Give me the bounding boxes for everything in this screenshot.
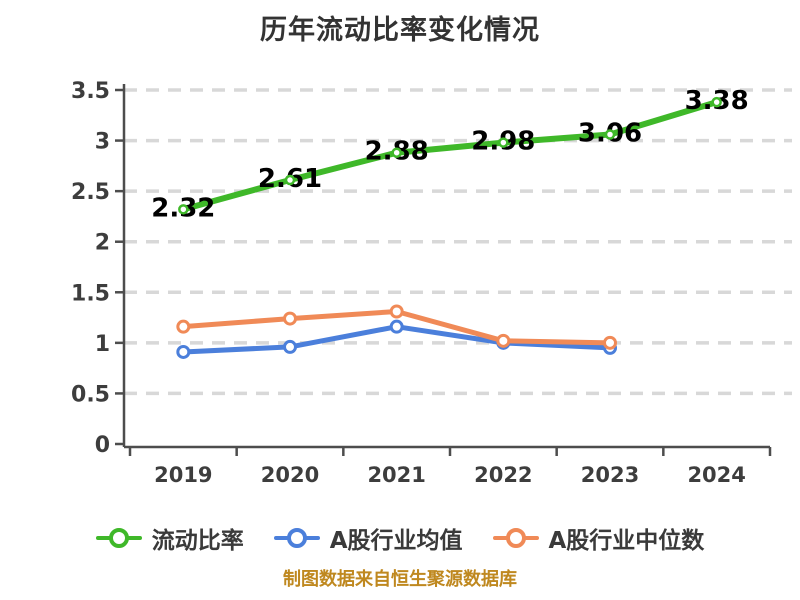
legend-item-a-share-industry-mean: A股行业均值 (273, 521, 463, 555)
data-point-current-ratio (711, 96, 722, 108)
x-tick-label: 2024 (687, 463, 745, 487)
legend-label: A股行业均值 (329, 528, 463, 554)
data-point-a-share-industry-mean (283, 339, 297, 354)
y-tick-label: 1.5 (71, 281, 110, 306)
x-tick-label: 2023 (581, 463, 639, 487)
data-point-a-share-industry-mean (389, 319, 404, 334)
data-point-current-ratio (178, 204, 189, 215)
y-tick-label: 0 (95, 433, 110, 458)
legend-marker-icon (273, 528, 320, 548)
data-point-a-share-industry-median (603, 335, 617, 350)
data-point-a-share-industry-mean (176, 344, 191, 359)
y-tick-label: 3 (95, 130, 110, 155)
y-tick-label: 2 (95, 231, 110, 256)
legend-dot (505, 528, 526, 548)
data-point-a-share-industry-median (496, 333, 511, 348)
legend-item-a-share-industry-median: A股行业中位数 (492, 521, 705, 555)
data-point-a-share-industry-median (283, 311, 297, 326)
x-tick-label: 2021 (367, 463, 425, 487)
data-point-a-share-industry-median (176, 319, 191, 334)
y-tick-label: 0.5 (71, 382, 110, 407)
data-point-a-share-industry-median (389, 304, 404, 319)
chart-title: 历年流动比率变化情况 (260, 15, 540, 46)
y-tick-label: 3.5 (71, 79, 110, 104)
plot-area: 0 0.5 1 1.5 2 2.5 3 3.5 2019 2020 2021 2022 2023 2024… (71, 79, 792, 487)
y-tick-label: 1 (95, 332, 110, 357)
legend-marker-icon (95, 528, 142, 548)
data-source-note: 制图数据来自恒生聚源数据库 (283, 569, 517, 590)
data-point-current-ratio (604, 129, 616, 140)
legend-item-current-ratio: 流动比率 (95, 521, 244, 555)
data-point-current-ratio (498, 137, 509, 148)
data-point-current-ratio (391, 147, 402, 158)
legend: 流动比率 A股行业均值 A股行业中位数 (0, 521, 800, 555)
y-tick-label: 2.5 (71, 180, 110, 205)
legend-label: A股行业中位数 (548, 528, 705, 554)
legend-dot (286, 528, 307, 548)
data-point-current-ratio (284, 174, 296, 186)
legend-label: 流动比率 (151, 528, 244, 554)
legend-marker-icon (492, 528, 539, 548)
series-line-current-ratio (180, 99, 720, 213)
x-tick-label: 2019 (154, 463, 212, 487)
legend-dot (108, 528, 129, 548)
x-tick-label: 2022 (474, 463, 532, 487)
x-tick-label: 2020 (261, 463, 319, 487)
